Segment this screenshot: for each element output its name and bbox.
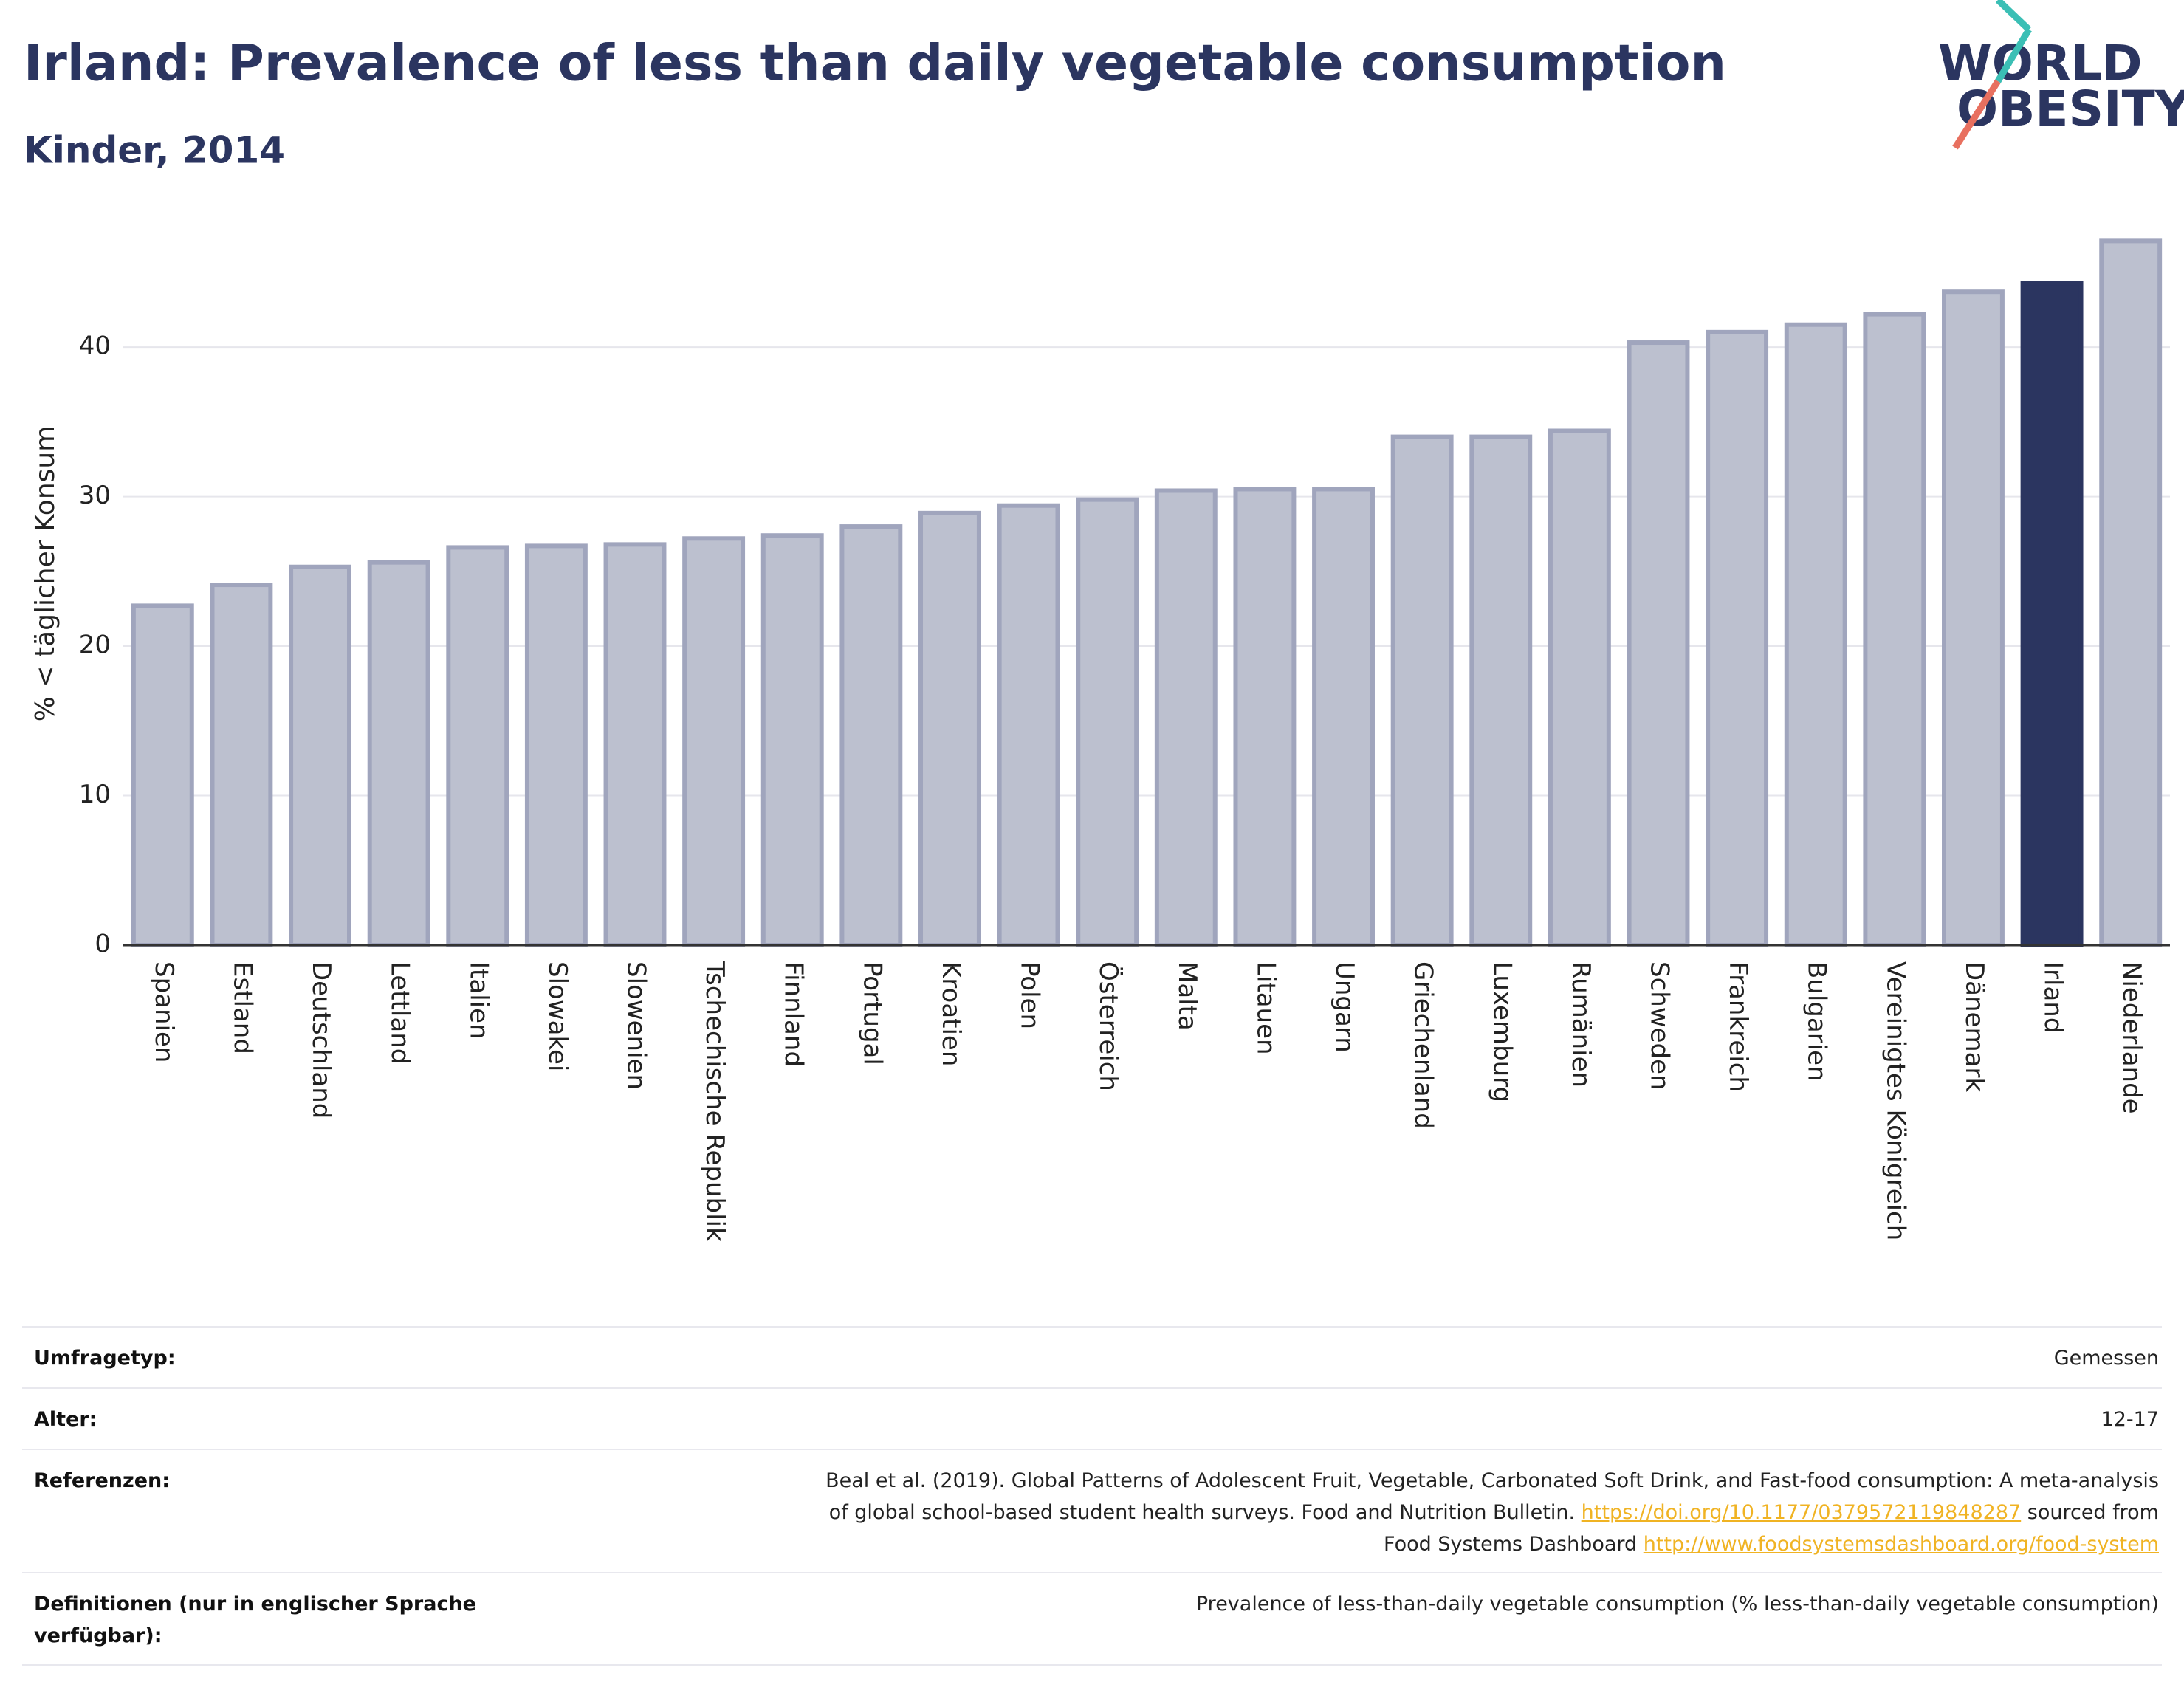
x-tick-label: Deutschland (306, 961, 336, 1119)
bar (446, 545, 509, 947)
bar (1390, 434, 1454, 947)
text: Beal et al. (2019). Global Patterns of A… (825, 1469, 2159, 1492)
row-value: Gemessen (2054, 1342, 2159, 1374)
y-tick-label: 10 (79, 780, 111, 809)
value-line: 12-17 (2101, 1404, 2159, 1435)
table-row: Definitionen (nur in englischer Sprache … (22, 1572, 2162, 1666)
x-tick-label: Niederlande (2117, 961, 2146, 1114)
bar (839, 524, 903, 947)
table-row: Referenzen: Beal et al. (2019). Global Pa… (22, 1449, 2162, 1573)
value-line: of global school-based student health su… (825, 1497, 2159, 1528)
x-tick-label: Malta (1172, 961, 1202, 1031)
value-line: Gemessen (2054, 1342, 2159, 1374)
bar (1233, 487, 1297, 947)
table-row: Alter: 12-17 (22, 1387, 2162, 1450)
y-tick-label: 30 (79, 481, 111, 510)
bar (1706, 329, 1769, 948)
x-tick-label: Tschechische Republik (700, 961, 729, 1242)
bar (760, 533, 824, 947)
x-tick-label: Slowenien (622, 961, 651, 1090)
x-tick-label: Italien (464, 961, 493, 1040)
link[interactable]: https://doi.org/10.1177/0379572119848287 (1581, 1501, 2022, 1524)
bar (210, 583, 273, 947)
y-tick-label: 40 (79, 332, 111, 361)
chart-subtitle: Kinder, 2014 (24, 129, 285, 172)
logo-slash (1995, 0, 2032, 32)
bar (682, 536, 746, 947)
row-label: Alter: (34, 1408, 97, 1431)
x-tick-label: Luxemburg (1487, 961, 1517, 1102)
text: sourced from (2021, 1501, 2159, 1524)
bar (1469, 434, 1533, 947)
bar (1942, 289, 2005, 947)
x-tick-label: Österreich (1093, 961, 1124, 1091)
x-tick-label: Griechenland (1409, 961, 1438, 1129)
value-line: Food Systems Dashboard http://www.foodsy… (825, 1528, 2159, 1560)
text: 12-17 (2101, 1408, 2159, 1431)
bar (1312, 487, 1375, 947)
x-tick-label: Bulgarien (1802, 961, 1832, 1082)
row-value: Beal et al. (2019). Global Patterns of A… (825, 1465, 2159, 1560)
logo-text: WORLD (1938, 35, 2143, 92)
x-tick-label: Estland (227, 961, 257, 1054)
bar (1076, 497, 1139, 947)
y-axis-label: % < täglicher Konsum (30, 426, 61, 722)
table-border (22, 1664, 2162, 1666)
row-label: Umfragetyp: (34, 1347, 176, 1370)
x-tick-label: Lettland (385, 961, 415, 1064)
text: Gemessen (2053, 1347, 2159, 1370)
x-tick-label: Ungarn (1330, 961, 1359, 1053)
bar (524, 543, 588, 947)
bar (2020, 281, 2084, 947)
x-tick-label: Finnland (779, 961, 808, 1067)
row-value: Prevalence of less-than-daily vegetable … (1196, 1588, 2159, 1620)
bar (997, 503, 1060, 947)
text: Prevalence of less-than-daily vegetable … (1195, 1593, 2159, 1616)
logo-slash (1952, 79, 2001, 150)
x-tick-label: Portugal (857, 961, 887, 1065)
row-label: Referenzen: (34, 1469, 171, 1492)
bar (2099, 238, 2163, 948)
bar (367, 560, 430, 947)
x-tick-label: Litauen (1251, 961, 1280, 1055)
bar (1627, 340, 1690, 947)
logo-slash (1995, 27, 2032, 83)
x-tick-label: Slowakei (543, 961, 572, 1071)
bar (1154, 488, 1218, 947)
x-tick-label: Rumänien (1566, 961, 1596, 1088)
row-label: Definitionen (nur in englischer Sprache … (34, 1593, 476, 1647)
x-tick-label: Irland (2039, 961, 2068, 1033)
bar (289, 564, 351, 947)
x-tick-label: Kroatien (936, 961, 966, 1066)
y-tick-label: 20 (79, 631, 111, 660)
x-tick-label: Vereinigtes Königreich (1881, 961, 1910, 1240)
bar (918, 510, 981, 947)
bar (131, 603, 194, 947)
value-line: Beal et al. (2019). Global Patterns of A… (825, 1465, 2159, 1497)
x-tick-label: Polen (1015, 961, 1045, 1029)
x-tick-label: Dänemark (1960, 961, 1989, 1092)
bar (1548, 428, 1611, 947)
x-tick-label: Schweden (1645, 961, 1675, 1091)
x-tick-label: Spanien (149, 961, 179, 1062)
table-row: Umfragetyp: Gemessen (22, 1326, 2162, 1389)
bar (1784, 322, 1847, 948)
text: Food Systems Dashboard (1384, 1533, 1644, 1556)
bar (1863, 312, 1926, 947)
link[interactable]: http://www.foodsystemsdashboard.org/food… (1643, 1533, 2159, 1556)
y-tick-label: 0 (95, 930, 111, 959)
value-line: Prevalence of less-than-daily vegetable … (1196, 1588, 2159, 1620)
chart-title: Irland: Prevalence of less than daily ve… (24, 35, 1726, 93)
x-tick-label: Frankreich (1723, 961, 1753, 1092)
chart: Irland: Prevalence of less than daily ve… (24, 0, 2184, 1242)
row-value: 12-17 (2101, 1404, 2159, 1435)
text: of global school-based student health su… (828, 1501, 1582, 1524)
bar (603, 542, 667, 947)
